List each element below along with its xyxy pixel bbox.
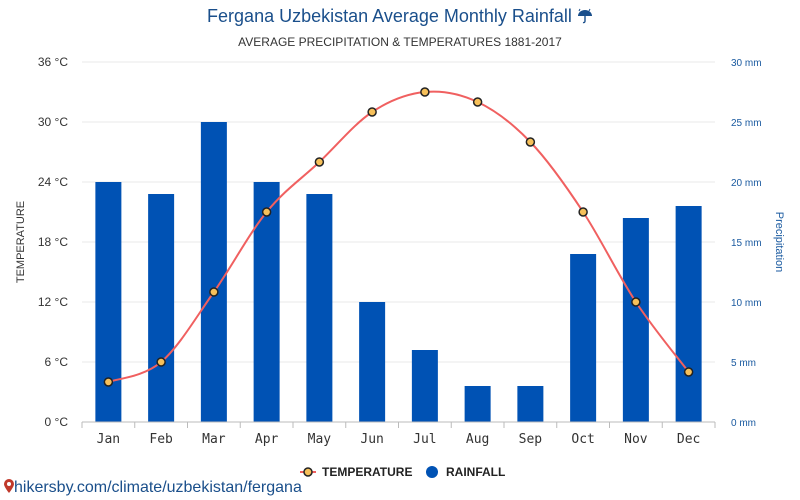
- legend-temperature-label: TEMPERATURE: [322, 465, 412, 479]
- rainfall-bar: [411, 350, 438, 422]
- left-axis-tick-label: 6 °C: [45, 355, 69, 369]
- temperature-point: [367, 107, 377, 117]
- legend-item-temperature[interactable]: TEMPERATURE: [300, 465, 412, 479]
- map-pin-icon: [4, 479, 14, 493]
- x-axis-tick-label: Nov: [624, 432, 648, 447]
- left-axis-tick-label: 18 °C: [38, 235, 68, 249]
- rainfall-bar: [359, 302, 386, 422]
- temperature-point: [420, 87, 430, 97]
- temperature-point: [631, 297, 641, 307]
- legend-item-rainfall[interactable]: RAINFALL: [426, 465, 505, 479]
- x-axis-tick-label: Aug: [466, 432, 489, 447]
- rainfall-bar: [306, 194, 333, 422]
- legend-rainfall-label: RAINFALL: [446, 465, 505, 479]
- temperature-series: [103, 87, 694, 387]
- right-axis-tick-label: 0 mm: [731, 418, 756, 429]
- chart-subtitle: AVERAGE PRECIPITATION & TEMPERATURES 188…: [238, 35, 562, 49]
- legend: TEMPERATURE RAINFALL: [300, 465, 505, 479]
- x-axis-tick-label: Dec: [677, 432, 700, 447]
- temperature-point: [525, 137, 536, 147]
- left-axis-tick-label: 36 °C: [38, 55, 68, 69]
- x-axis-tick-label: Mar: [202, 432, 226, 447]
- source-link-text: hikersby.com/climate/uzbekistan/fergana: [14, 479, 302, 496]
- legend-rainfall-marker: [426, 466, 438, 478]
- rainfall-bar: [622, 218, 649, 422]
- temperature-point: [156, 357, 166, 367]
- rainfall-bar: [148, 194, 175, 422]
- right-axis-tick-label: 10 mm: [731, 298, 762, 309]
- rainfall-bar: [200, 122, 227, 422]
- temperature-point: [683, 367, 694, 377]
- left-axis-tick-label: 0 °C: [45, 415, 69, 429]
- rainfall-bar: [253, 182, 280, 422]
- legend-temperature-marker: [303, 467, 313, 477]
- rainfall-bars: [95, 122, 702, 422]
- x-axis-tick-label: Feb: [149, 432, 173, 447]
- axes: 0 °C 0 mm 6 °C 5 mm 12 °C 10 mm 18 °C 15 mm 24 °…: [38, 55, 762, 447]
- x-axis-tick-label: Apr: [255, 432, 279, 447]
- temperature-point: [472, 97, 483, 107]
- right-axis-tick-label: 15 mm: [731, 238, 762, 249]
- temperature-point: [314, 157, 325, 167]
- chart-title-text: Fergana Uzbekistan Average Monthly Rainf…: [207, 6, 572, 26]
- temperature-point: [209, 287, 219, 297]
- temperature-point: [103, 377, 114, 387]
- x-axis-tick-label: May: [308, 432, 332, 447]
- temperature-line: [108, 90, 690, 383]
- source-link[interactable]: hikersby.com/climate/uzbekistan/fergana: [4, 479, 302, 497]
- x-axis-tick-label: Oct: [571, 432, 594, 447]
- left-axis-tick-label: 24 °C: [38, 175, 68, 189]
- right-axis-tick-label: 20 mm: [731, 178, 762, 189]
- temperature-point: [578, 207, 588, 217]
- x-axis-tick-label: Jan: [97, 432, 120, 447]
- left-axis-tick-label: 12 °C: [38, 295, 68, 309]
- left-axis-tick-label: 30 °C: [38, 115, 68, 129]
- temperature-point: [261, 207, 272, 217]
- right-axis-tick-label: 30 mm: [731, 58, 762, 69]
- rainfall-bar: [570, 254, 597, 422]
- rainfall-bar: [517, 386, 544, 422]
- left-axis-title: TEMPERATURE: [15, 201, 27, 283]
- x-axis-tick-label: Jun: [360, 432, 383, 447]
- umbrella-rain-icon: [577, 8, 592, 24]
- right-axis-tick-label: 5 mm: [731, 358, 756, 369]
- x-axis-tick-label: Sep: [519, 432, 543, 447]
- chart-title: Fergana Uzbekistan Average Monthly Rainf…: [0, 6, 800, 27]
- grid: [82, 61, 715, 363]
- right-axis-tick-label: 25 mm: [731, 118, 762, 129]
- x-axis-tick-label: Jul: [413, 432, 436, 447]
- rainfall-bar: [464, 386, 491, 422]
- rainfall-bar: [675, 206, 702, 422]
- right-axis-title: Precipitation: [773, 212, 785, 273]
